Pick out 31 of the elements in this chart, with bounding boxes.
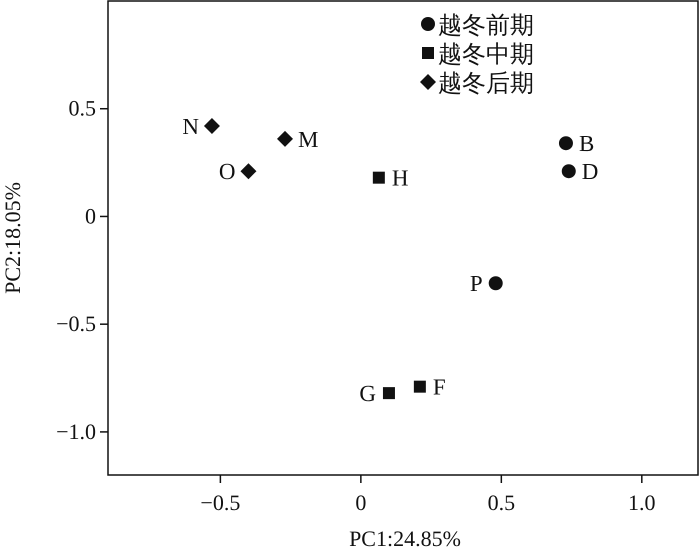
legend-label: 越冬后期 [438, 71, 534, 97]
annotation: B [578, 131, 594, 156]
x-tick-label: 0 [355, 490, 366, 515]
point [558, 136, 573, 150]
x-tick-label: 1.0 [628, 490, 656, 515]
annotation: O [218, 159, 236, 184]
point [240, 163, 256, 180]
point [414, 380, 426, 393]
y-tick-label: 0.5 [68, 96, 96, 121]
point [382, 387, 395, 400]
annotation: N [182, 114, 200, 139]
annotation: M [298, 126, 318, 152]
annotation: G [359, 381, 376, 406]
y-tick-label: 0 [85, 203, 96, 228]
annotation: H [392, 166, 408, 191]
point [277, 130, 293, 147]
point [562, 164, 576, 178]
point [488, 276, 503, 290]
x-axis-title: PC1:24.85% [349, 526, 461, 551]
legend-label: 越冬前期 [438, 13, 534, 39]
x-tick-label: −0.5 [200, 490, 240, 515]
point [372, 172, 385, 184]
x-tick-label: 0.5 [488, 490, 516, 515]
annotation: D [582, 159, 598, 184]
point [204, 118, 220, 134]
y-axis-title: PC2:18.05% [0, 182, 25, 294]
annotation: F [432, 374, 446, 400]
y-tick-label: −0.5 [56, 311, 96, 336]
y-tick-label: −1.0 [56, 418, 96, 444]
annotation: P [470, 271, 483, 296]
legend-label: 越冬中期 [438, 42, 534, 68]
